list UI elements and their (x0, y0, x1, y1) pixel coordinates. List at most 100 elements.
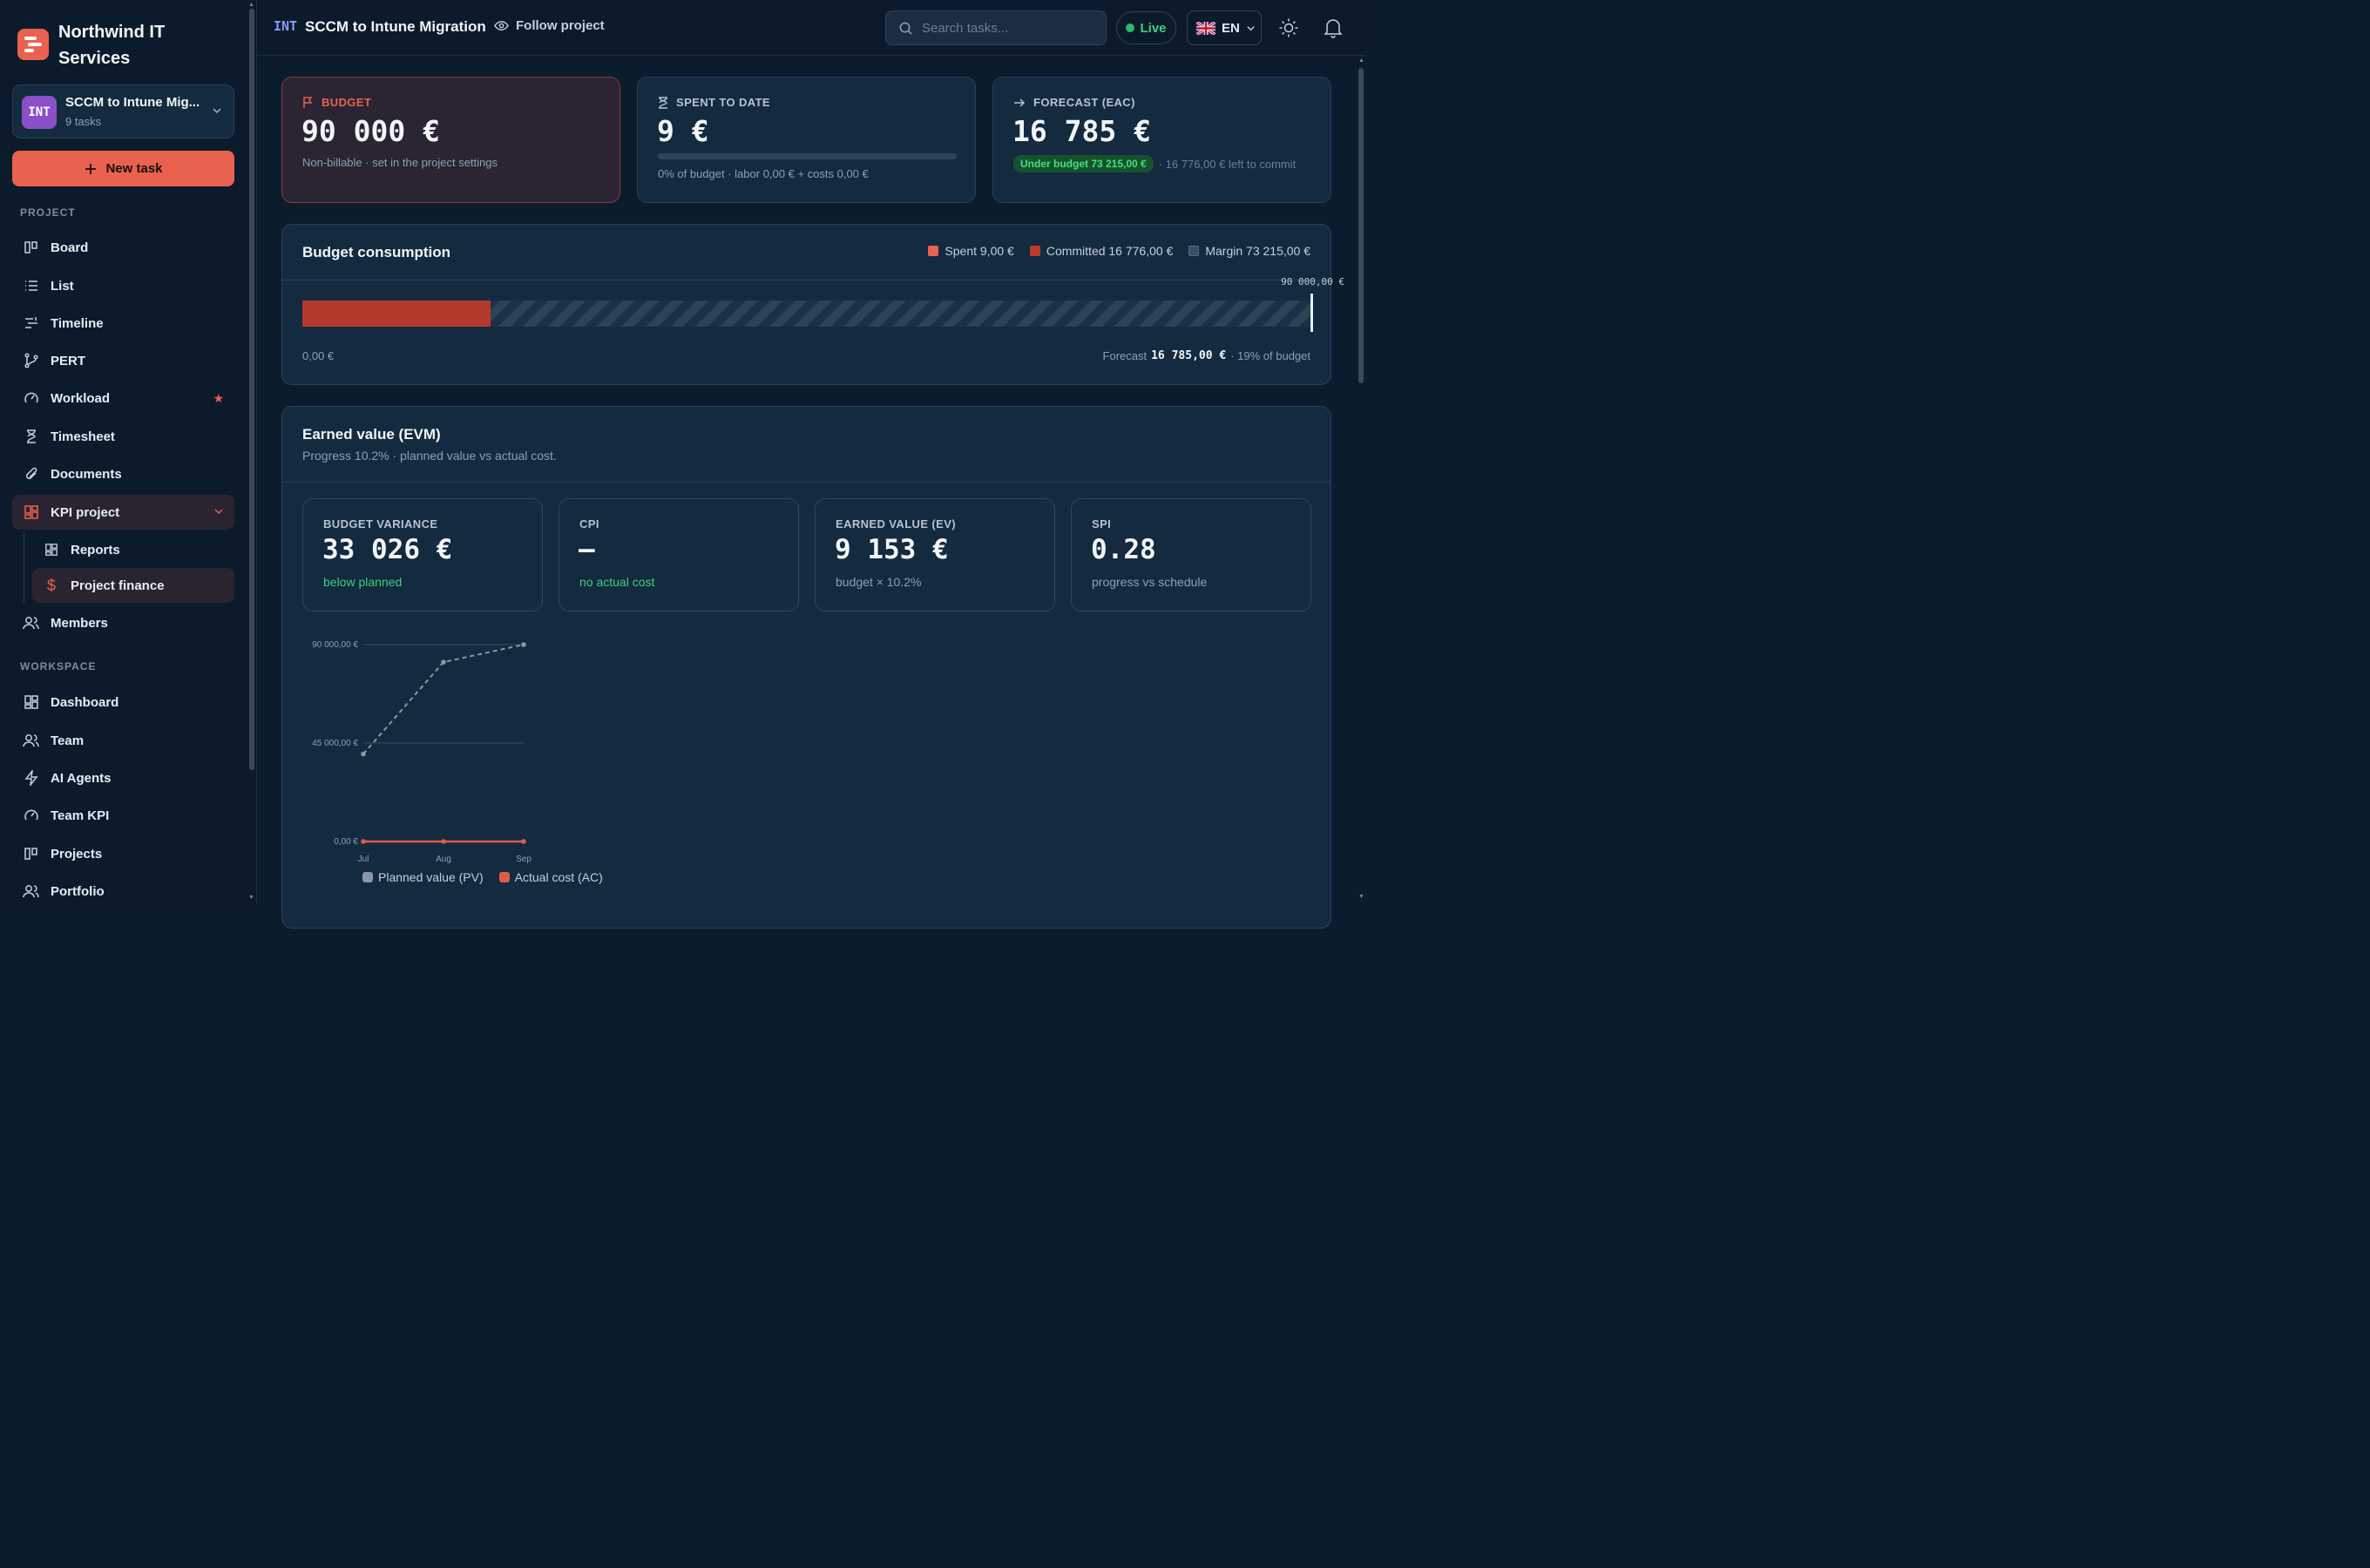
nav-team-kpi[interactable]: Team KPI (12, 798, 234, 833)
forecast-value: 16 785 € (1012, 114, 1151, 148)
search-input[interactable] (922, 20, 1096, 36)
project-switcher[interactable]: INT SCCM to Intune Mig... 9 tasks (12, 84, 234, 139)
scroll-down-icon[interactable]: ▼ (1358, 894, 1364, 900)
scroll-up-icon[interactable]: ▲ (1358, 57, 1364, 64)
evm-title: Earned value (EVM) (302, 426, 441, 443)
list-icon (23, 277, 40, 294)
forecast-card: FORECAST (EAC) 16 785 € Under budget 73 … (992, 77, 1331, 203)
nav-portfolio[interactable]: Portfolio (12, 874, 234, 909)
forecast-label: FORECAST (EAC) (1033, 96, 1135, 109)
evm-subtitle: Progress 10.2% · planned value vs actual… (302, 449, 557, 463)
eye-icon (494, 21, 509, 30)
bell-icon[interactable] (1324, 17, 1343, 38)
evm-spi-card: SPI 0.28 progress vs schedule (1071, 498, 1311, 612)
budget-max-label: 90 000,00 € (1281, 276, 1344, 287)
nav-projects[interactable]: Projects (12, 836, 234, 871)
evm-earned-value-card: EARNED VALUE (EV) 9 153 € budget × 10.2% (815, 498, 1055, 612)
live-status-button[interactable]: Live (1116, 11, 1176, 44)
follow-project-button[interactable]: Follow project (494, 18, 605, 33)
sidebar-scrollbar[interactable]: ▲ ▼ (247, 0, 256, 904)
nav-list[interactable]: List (12, 268, 234, 303)
nav-ai-agents[interactable]: AI Agents (12, 760, 234, 795)
legend-swatch (1188, 246, 1200, 256)
dashboard-icon (23, 504, 40, 521)
main-scroll-thumb[interactable] (1358, 68, 1364, 383)
nav-kpi-project[interactable]: KPI project (12, 495, 234, 530)
nav-workload[interactable]: Workload ★ (12, 381, 234, 416)
bolt-icon (23, 769, 40, 787)
nav-members[interactable]: Members (12, 605, 234, 640)
budget-consumption-card: Budget consumption Spent 9,00 € Committe… (281, 224, 1344, 385)
timeline-icon (23, 314, 40, 332)
nav-documents[interactable]: Documents (12, 456, 234, 491)
forecast-label-row: FORECAST (EAC) (1013, 96, 1135, 109)
evm-value: — (579, 534, 595, 565)
org-name: Northwind IT Services (58, 23, 166, 68)
scroll-up-icon[interactable]: ▲ (248, 2, 254, 8)
arrow-right-icon (1014, 98, 1026, 107)
nav-label: Timesheet (51, 429, 115, 444)
x-tick-label: Sep (516, 855, 532, 864)
top-bar: INT SCCM to Intune Migration Follow proj… (257, 0, 1366, 56)
nav-label: Project finance (71, 578, 165, 593)
forecast-suffix: · 19% of budget (1230, 349, 1310, 362)
x-tick-label: Jul (358, 855, 369, 864)
pert-icon (23, 352, 40, 369)
search-box[interactable] (885, 10, 1107, 45)
nav-label: Timeline (51, 315, 104, 331)
dashboard-icon (23, 693, 40, 711)
budget-label-row: BUDGET (302, 96, 371, 109)
brand[interactable]: Northwind IT Services (17, 19, 215, 71)
nav-pert[interactable]: PERT (12, 343, 234, 378)
forecast-amount: 16 785,00 € (1151, 349, 1227, 362)
page-title: SCCM to Intune Migration (305, 18, 486, 35)
data-point (521, 642, 526, 647)
scroll-down-icon[interactable]: ▼ (248, 895, 254, 901)
flag-icon (303, 96, 313, 108)
consumption-bar (302, 294, 1313, 332)
nav-board[interactable]: Board (12, 230, 234, 265)
spent-value: 9 € (657, 114, 709, 148)
evm-label: SPI (1092, 517, 1112, 531)
chevron-down-icon (214, 509, 223, 515)
section-label-workspace: WORKSPACE (20, 660, 97, 672)
evm-value: 33 026 € (322, 534, 453, 565)
forecast-sub-row: Under budget 73 215,00 € · 16 776,00 € l… (1013, 155, 1296, 172)
nav-label: KPI project (51, 504, 120, 520)
y-tick-label: 45 000,00 € (312, 739, 358, 748)
y-tick-label: 0,00 € (334, 837, 358, 847)
sidebar: Northwind IT Services INT SCCM to Intune… (0, 0, 257, 904)
evm-card: Earned value (EVM) Progress 10.2% · plan… (281, 406, 1331, 929)
forecast-prefix: Forecast (1102, 349, 1148, 362)
nav-label: Board (51, 240, 89, 255)
nav-project-finance[interactable]: $ Project finance (32, 568, 234, 603)
budget-marker (1310, 294, 1313, 332)
sun-icon[interactable] (1278, 17, 1299, 38)
star-icon: ★ (213, 390, 224, 405)
data-point (521, 839, 526, 844)
nav-timesheet[interactable]: Timesheet (12, 419, 234, 454)
sidebar-scroll-thumb[interactable] (249, 9, 254, 770)
evm-sub: budget × 10.2% (836, 575, 922, 589)
project-name: SCCM to Intune Mig... (65, 95, 200, 110)
section-label-project: PROJECT (20, 206, 76, 219)
gauge-icon (23, 807, 40, 824)
new-task-button[interactable]: New task (12, 151, 234, 186)
nav-timeline[interactable]: Timeline (12, 306, 234, 341)
nav-label: Portfolio (51, 883, 105, 899)
nav-label: Members (51, 615, 108, 631)
legend-swatch (1029, 246, 1040, 256)
project-badge: INT (22, 96, 57, 129)
main-scrollbar[interactable]: ▲ ▼ (1356, 56, 1366, 904)
spent-label-row: SPENT TO DATE (658, 96, 770, 109)
nav-label: Documents (51, 466, 122, 482)
legend-item-ac: Actual cost (AC) (498, 870, 603, 884)
follow-label: Follow project (516, 18, 605, 33)
nav-team[interactable]: Team (12, 723, 234, 758)
evm-budget-variance-card: BUDGET VARIANCE 33 026 € below planned (302, 498, 543, 612)
uk-flag-icon (1196, 21, 1215, 35)
language-label: EN (1222, 20, 1240, 36)
nav-reports[interactable]: Reports (32, 532, 234, 567)
language-selector[interactable]: EN (1187, 10, 1262, 45)
nav-dashboard[interactable]: Dashboard (12, 685, 234, 720)
